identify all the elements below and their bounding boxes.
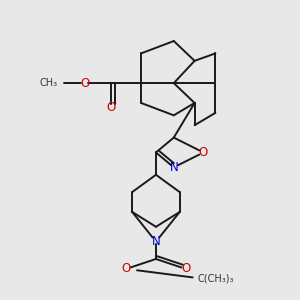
Text: O: O — [181, 262, 190, 275]
Text: O: O — [80, 76, 89, 90]
Text: CH₃: CH₃ — [40, 78, 58, 88]
Text: O: O — [199, 146, 208, 159]
Text: O: O — [122, 262, 131, 275]
Text: C(CH₃)₃: C(CH₃)₃ — [197, 274, 234, 284]
Text: N: N — [152, 235, 160, 248]
Text: N: N — [169, 161, 178, 174]
Text: O: O — [107, 101, 116, 114]
